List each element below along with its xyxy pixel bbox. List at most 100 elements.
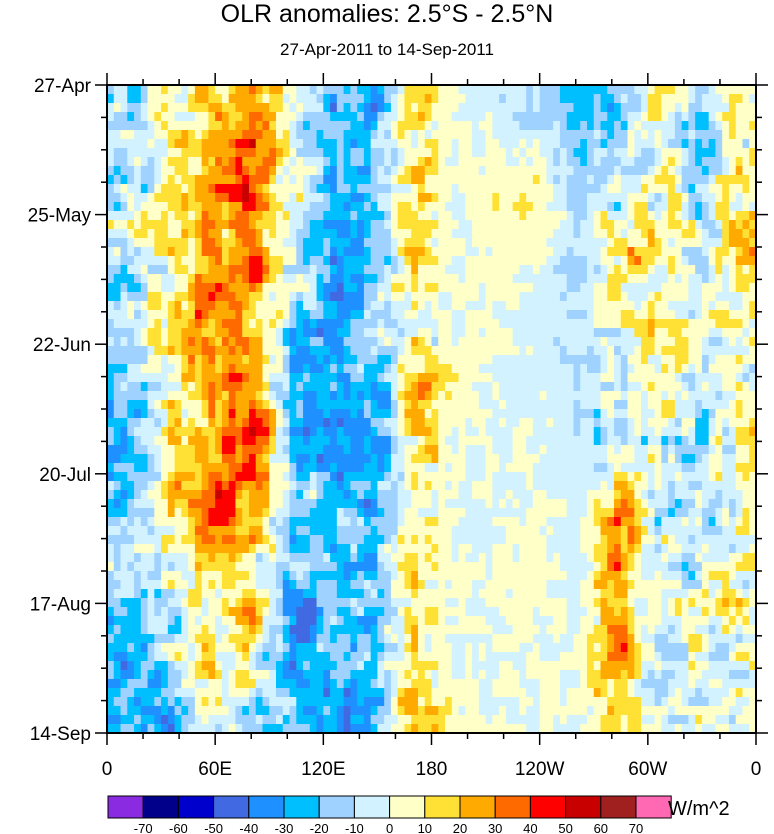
heatmap-cell [248,328,257,338]
heatmap-cell [390,94,399,104]
heatmap-cell [343,463,351,473]
heatmap-cell [701,364,710,374]
heatmap-cell [573,139,581,149]
heatmap-cell [681,400,689,410]
heatmap-cell [668,364,676,374]
heatmap-cell [336,103,345,113]
heatmap-cell [377,283,385,293]
heatmap-cell [728,292,737,302]
heatmap-cell [147,94,155,104]
heatmap-cell [363,148,372,158]
heatmap-cell [289,544,297,554]
heatmap-cell [370,526,379,536]
heatmap-cell [343,247,351,257]
heatmap-cell [499,139,507,149]
heatmap-cell [174,157,182,167]
heatmap-cell [208,85,216,95]
heatmap-cell [208,481,216,491]
heatmap-cell [593,427,602,437]
heatmap-cell [282,481,291,491]
heatmap-cell [262,517,270,527]
heatmap-cell [681,193,689,203]
heatmap-cell [458,121,466,131]
heatmap-cell [749,292,757,302]
heatmap-cell [397,517,406,527]
heatmap-cell [708,274,717,284]
heatmap-cell [377,499,385,509]
heatmap-cell [140,211,149,221]
heatmap-cell [701,508,710,518]
heatmap-cell [701,355,710,365]
heatmap-cell [120,427,128,437]
heatmap-cell [181,157,189,167]
heatmap-cell [634,436,642,446]
heatmap-cell [695,202,703,212]
heatmap-cell [451,427,460,437]
heatmap-cell [397,112,406,122]
heatmap-cell [343,121,351,131]
heatmap-cell [674,328,683,338]
heatmap-cell [201,535,210,545]
heatmap-cell [688,328,696,338]
heatmap-cell [248,463,257,473]
heatmap-cell [674,373,683,383]
heatmap-cell [154,490,162,500]
heatmap-cell [208,463,216,473]
heatmap-cell [458,94,466,104]
heatmap-cell [221,121,230,131]
heatmap-cell [445,220,453,230]
heatmap-cell [424,301,433,311]
heatmap-cell [228,445,237,455]
heatmap-cell [614,85,622,95]
heatmap-cell [654,175,662,185]
heatmap-cell [113,157,122,167]
heatmap-cell [539,220,548,230]
heatmap-cell [323,301,331,311]
heatmap-cell [668,391,676,401]
heatmap-cell [600,517,608,527]
heatmap-cell [343,328,351,338]
heatmap-cell [174,139,182,149]
heatmap-cell [600,418,608,428]
heatmap-cell [242,427,250,437]
heatmap-cell [465,490,473,500]
heatmap-cell [519,130,527,140]
heatmap-cell [742,121,750,131]
heatmap-cell [728,400,737,410]
heatmap-cell [397,166,406,176]
heatmap-cell [465,499,473,509]
heatmap-cell [681,256,689,266]
heatmap-cell [505,427,514,437]
heatmap-cell [668,247,676,257]
heatmap-cell [532,112,541,122]
heatmap-cell [593,256,602,266]
heatmap-cell [532,184,541,194]
heatmap-cell [708,373,717,383]
heatmap-cell [269,310,277,320]
heatmap-cell [384,238,392,248]
heatmap-cell [445,148,453,158]
heatmap-cell [235,220,243,230]
heatmap-cell [343,436,351,446]
heatmap-cell [492,499,500,509]
heatmap-cell [708,463,717,473]
heatmap-cell [417,85,426,95]
heatmap-cell [715,121,723,131]
heatmap-cell [472,391,480,401]
heatmap-cell [580,544,588,554]
heatmap-cell [715,94,723,104]
heatmap-cell [181,193,189,203]
heatmap-cell [438,157,446,167]
heatmap-cell [695,85,703,95]
heatmap-cell [742,535,750,545]
heatmap-cell [465,364,473,374]
heatmap-cell [350,427,358,437]
heatmap-cell [134,247,142,257]
heatmap-cell [113,274,122,284]
heatmap-cell [749,148,757,158]
heatmap-cell [303,499,311,509]
heatmap-cell [377,103,385,113]
heatmap-cell [728,346,737,356]
heatmap-cell [431,301,439,311]
heatmap-cell [505,94,514,104]
